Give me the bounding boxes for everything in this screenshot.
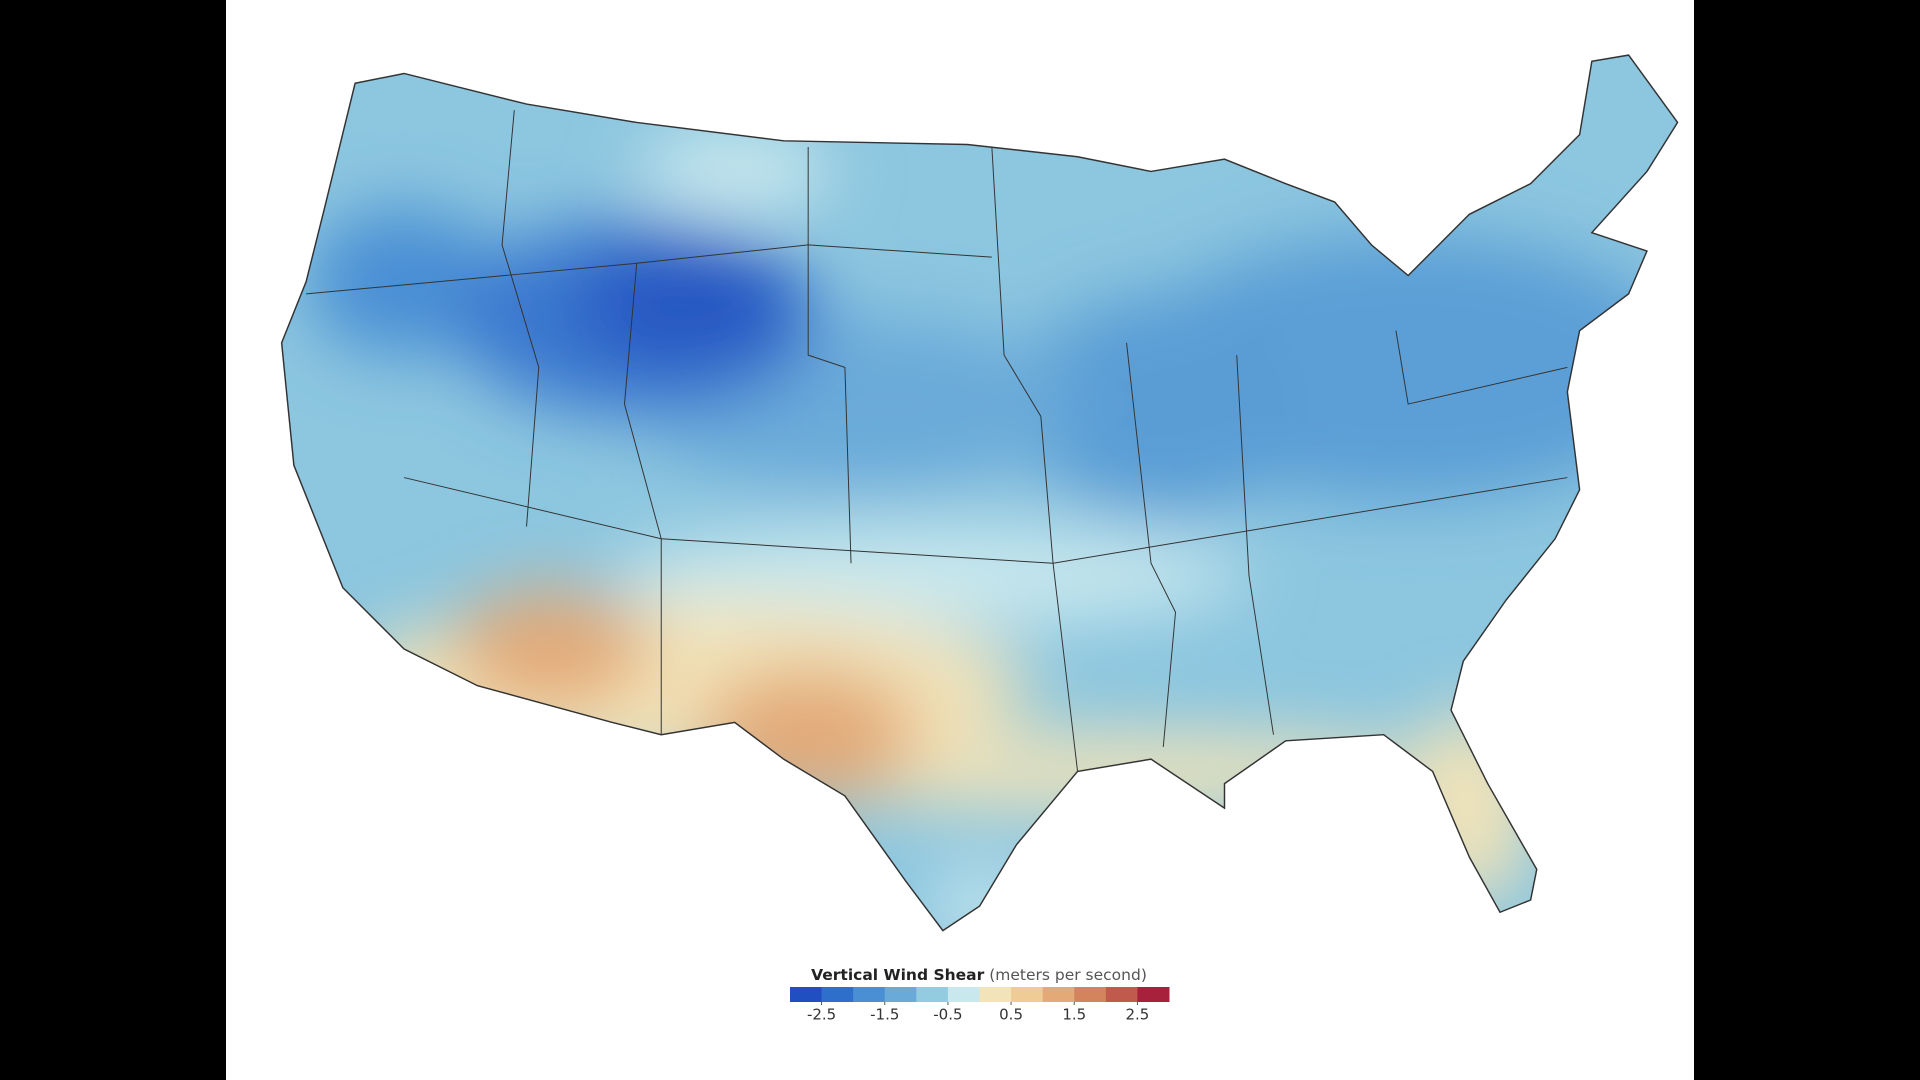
- legend-swatch: [1137, 987, 1170, 1002]
- legend-tick-label: 1.5: [1062, 1006, 1086, 1024]
- legend-tick-label: -2.5: [807, 1006, 836, 1024]
- legend-title: Vertical Wind Shear (meters per second): [811, 966, 1147, 984]
- legend-swatch: [790, 987, 823, 1002]
- state-lines: [306, 110, 1568, 772]
- legend-swatch: [916, 987, 949, 1002]
- legend-tick-label: -1.5: [870, 1006, 899, 1024]
- legend-swatch: [1011, 987, 1044, 1002]
- legend-swatch: [1105, 987, 1138, 1002]
- legend-swatch: [1074, 987, 1107, 1002]
- legend-tick-label: 0.5: [999, 1006, 1023, 1024]
- legend-swatch: [821, 987, 854, 1002]
- legend-tick-label: -0.5: [933, 1006, 962, 1024]
- legend-tick-label: 2.5: [1125, 1006, 1149, 1024]
- legend-swatch: [979, 987, 1012, 1002]
- legend-swatch: [853, 987, 886, 1002]
- legend-unit: (meters per second): [989, 966, 1147, 984]
- legend-swatch: [884, 987, 917, 1002]
- legend: Vertical Wind Shear (meters per second) …: [790, 966, 1170, 1024]
- legend-swatch: [1042, 987, 1075, 1002]
- legend-swatch: [947, 987, 980, 1002]
- legend-name: Vertical Wind Shear: [811, 966, 984, 984]
